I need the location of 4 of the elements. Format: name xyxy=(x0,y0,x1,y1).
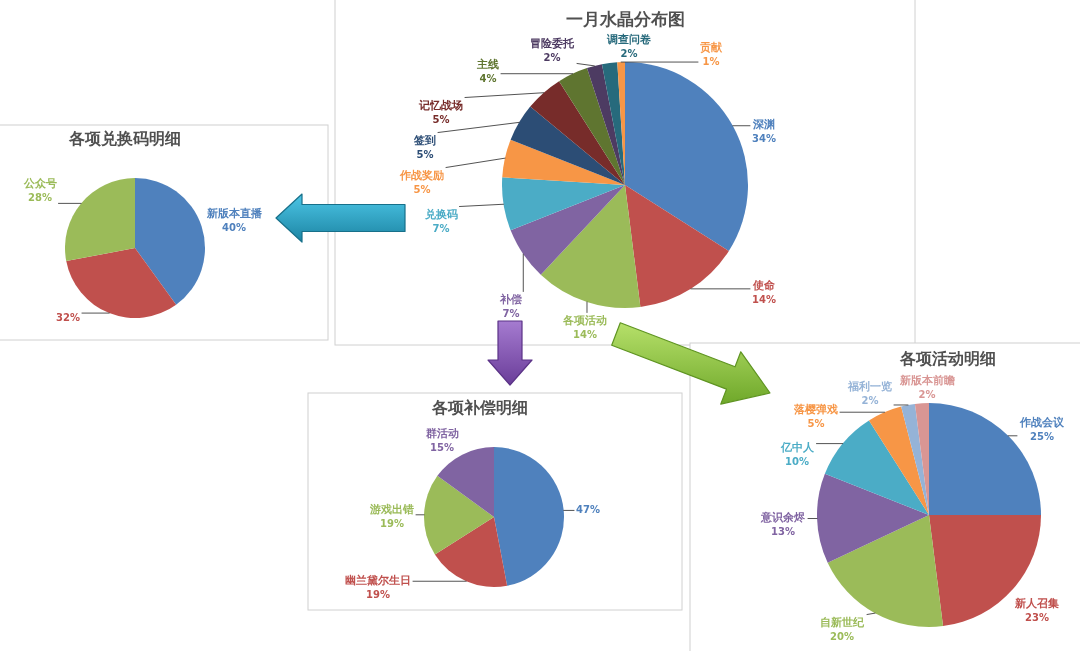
chart-title: 各项活动明细 xyxy=(899,348,996,368)
chart-title: 一月水晶分布图 xyxy=(565,9,685,29)
chart-title: 各项补偿明细 xyxy=(431,397,528,417)
chart-title: 各项兑换码明细 xyxy=(68,128,181,148)
